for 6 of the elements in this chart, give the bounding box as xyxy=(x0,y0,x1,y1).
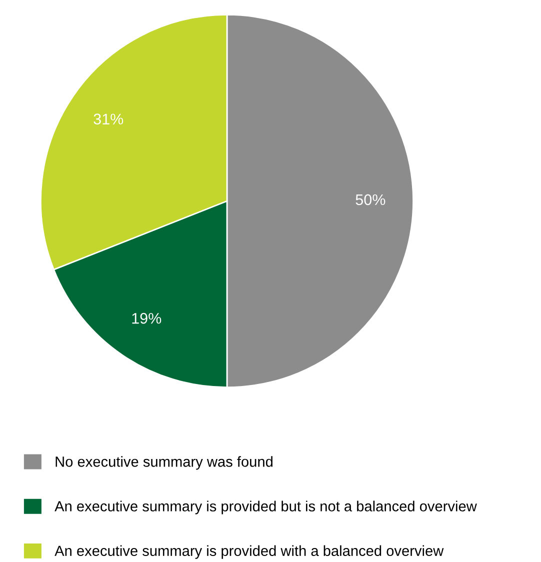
data-label: 19% xyxy=(132,312,162,324)
legend-label: An executive summary is provided but is not a balanced overview xyxy=(54,500,477,514)
legend-label: No executive summary was found xyxy=(56,456,272,470)
legend-label: An executive summary is provided with a balanced overview xyxy=(54,545,444,559)
data-label: 31% xyxy=(94,114,124,124)
data-label: 50% xyxy=(356,194,386,206)
